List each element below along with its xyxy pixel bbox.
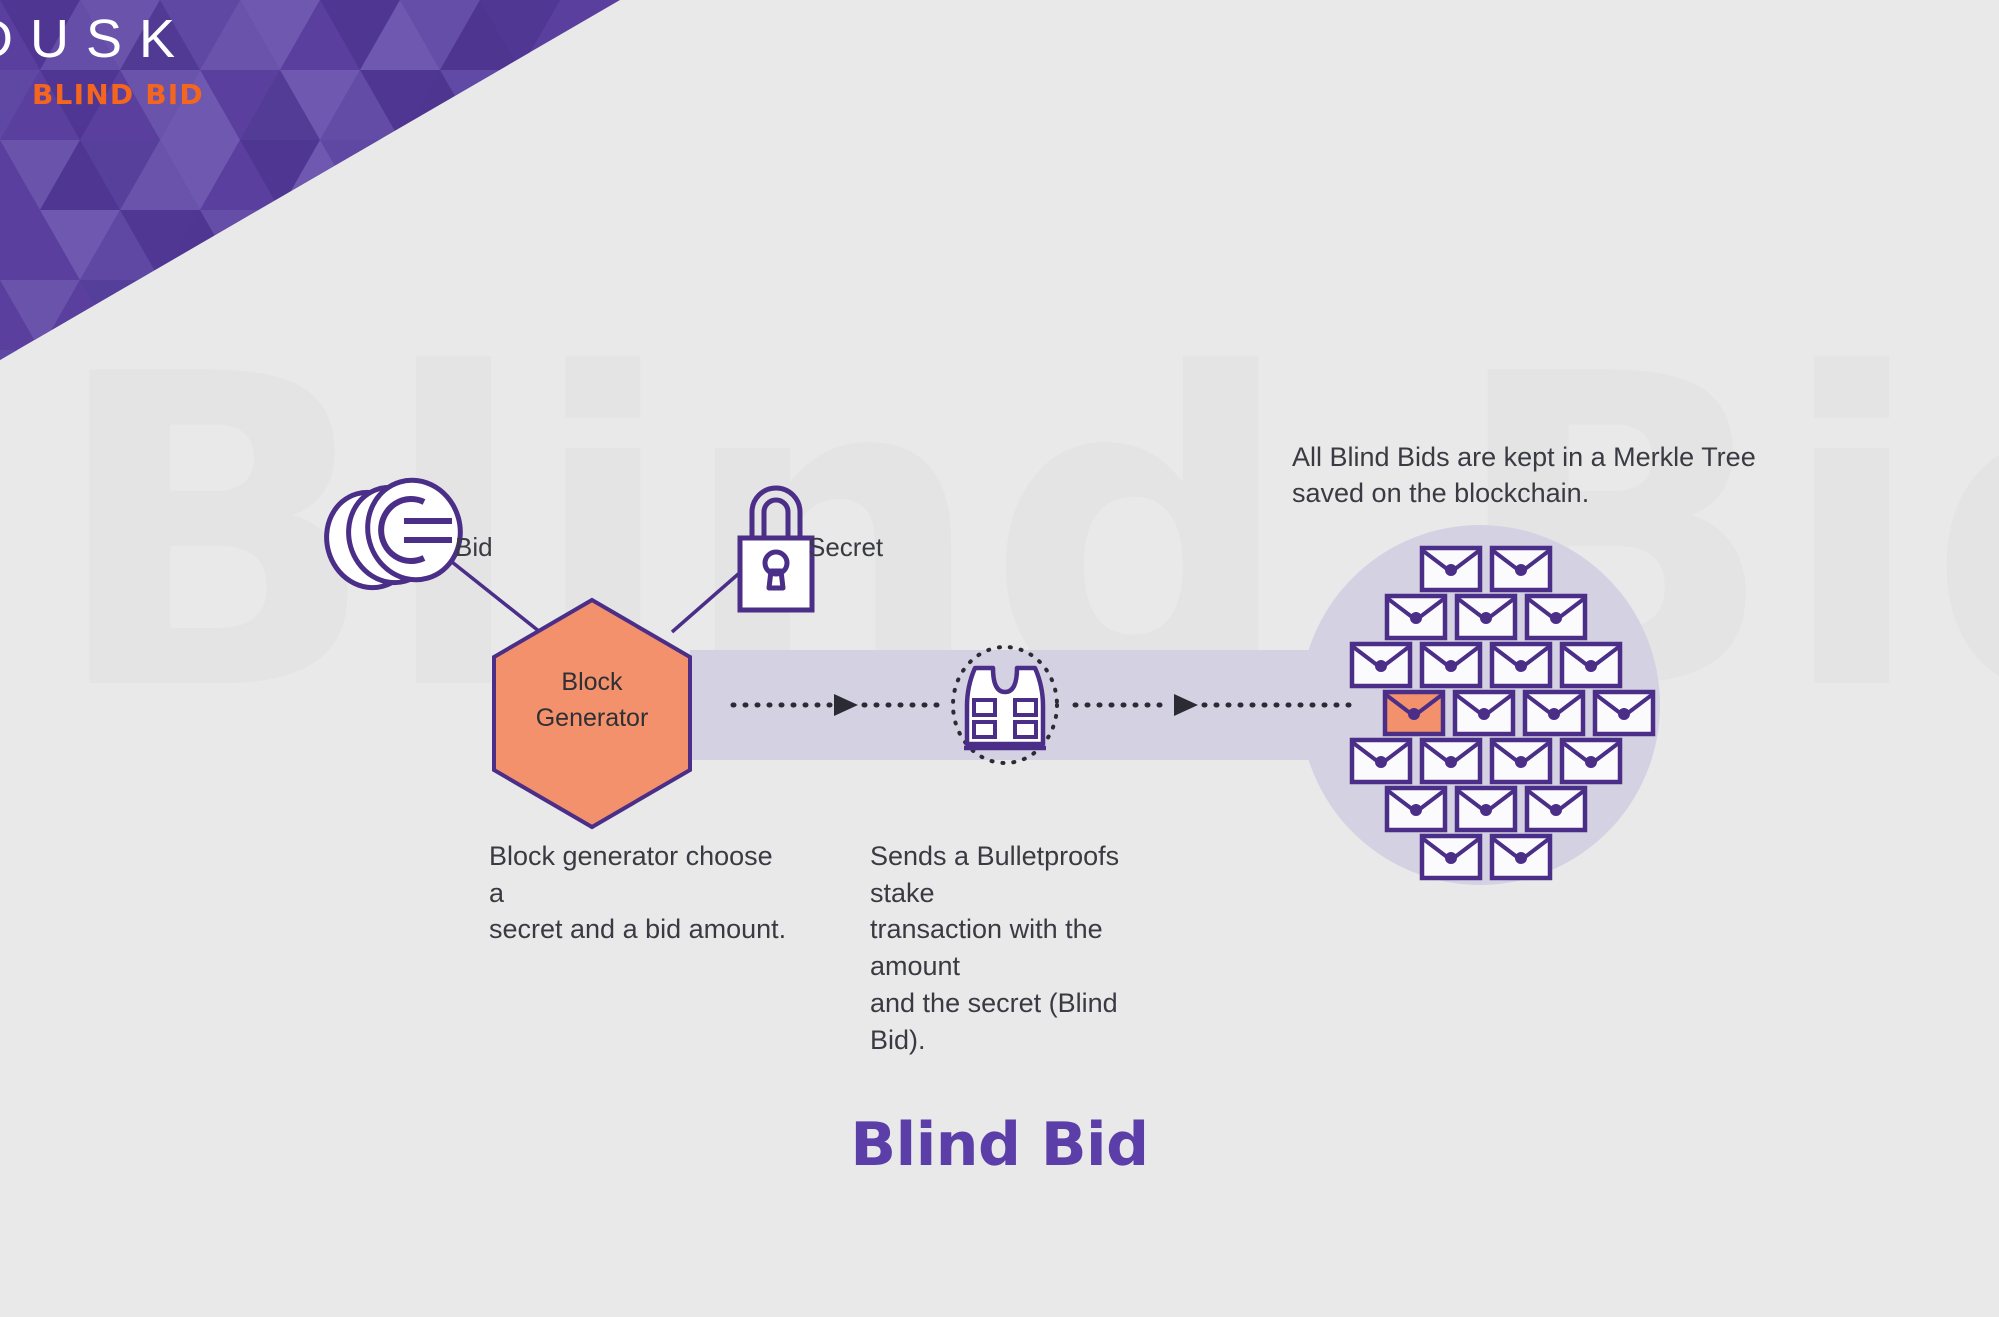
envelope-icon [1559,641,1623,689]
envelope-icon [1419,641,1483,689]
banner-triangles [0,0,620,360]
logo-wordmark: DUSK [0,9,193,69]
envelope-icon [1592,689,1656,737]
envelope-icon [1489,641,1553,689]
envelope-grid [1349,545,1656,881]
step-2-caption: Sends a Bulletproofs stake transaction w… [870,841,1120,1055]
envelope-icon [1559,737,1623,785]
envelope-icon [1454,593,1518,641]
bid-label: Bid [455,532,493,562]
bid-leader-line [450,560,542,634]
arrow-right-icon [730,694,943,716]
envelope-icon [1349,737,1413,785]
padlock-icon [737,485,815,613]
coin-stack-icon [324,477,463,591]
brand-banner [0,0,620,360]
brand-logo: DUSK BLIND BID [0,8,420,111]
logo-subtitle: BLIND BID [32,78,204,112]
block-generator-label: Block Generator [535,668,649,732]
envelope-icon [1524,593,1588,641]
envelope-icon [1384,593,1448,641]
envelope-icon [1384,785,1448,833]
envelope-icon [1522,689,1586,737]
step-1-caption: Block generator choose a secret and a bi… [489,841,787,945]
envelope-icon [1419,737,1483,785]
envelope-icon [1489,833,1553,881]
merkle-tree-caption: All Blind Bids are kept in a Merkle Tree… [1292,442,1756,508]
envelope-icon [1489,545,1553,593]
envelope-icon [1454,785,1518,833]
arrow-right-icon-2 [1072,694,1363,716]
block-generator-hexagon [492,597,692,830]
envelope-icon [1452,689,1516,737]
envelope-icon [1419,545,1483,593]
envelope-icon-highlighted [1382,689,1446,737]
envelope-icon [1489,737,1553,785]
envelope-icon [1419,833,1483,881]
envelope-icon [1524,785,1588,833]
bulletproof-vest-icon [951,645,1059,765]
envelope-icon [1349,641,1413,689]
page-title: Blind Bid [850,1110,1149,1180]
secret-label: Secret [808,532,884,562]
